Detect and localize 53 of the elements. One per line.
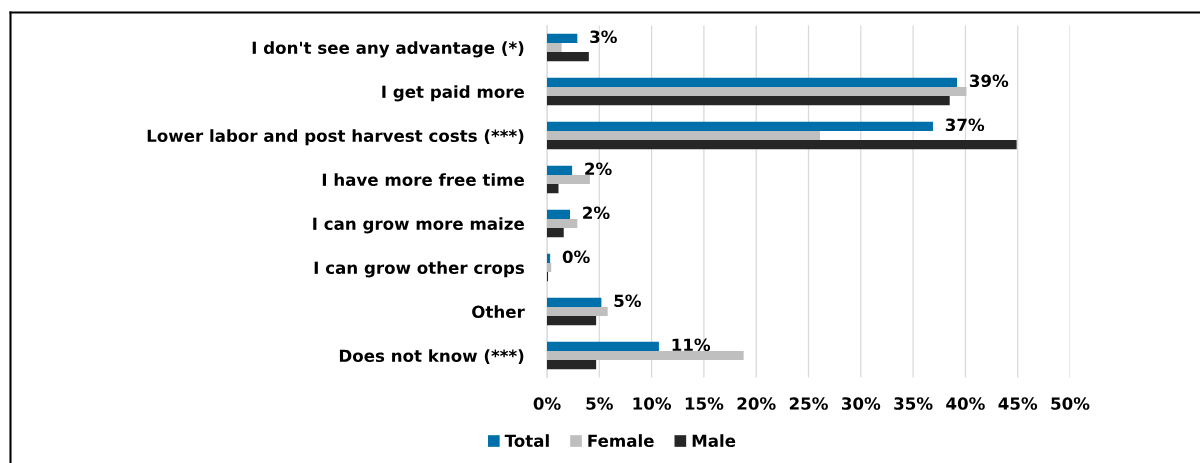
bar bbox=[547, 262, 552, 273]
data-label: 37% bbox=[945, 118, 985, 132]
legend-label: Total bbox=[504, 434, 549, 448]
bar bbox=[547, 341, 659, 351]
data-label: 3% bbox=[590, 30, 617, 44]
y-tick-label: I can grow more maize bbox=[313, 217, 524, 234]
legend-label: Female bbox=[588, 434, 654, 448]
y-tick-label: I can grow other crops bbox=[314, 261, 524, 278]
bar bbox=[547, 228, 564, 238]
x-tick-label: 40% bbox=[946, 397, 985, 410]
bar bbox=[547, 316, 597, 326]
bar bbox=[547, 96, 950, 106]
bar bbox=[547, 297, 602, 307]
bar bbox=[547, 77, 958, 87]
x-tick-label: 10% bbox=[633, 397, 672, 410]
bar bbox=[547, 165, 573, 175]
x-tick-label: 0% bbox=[533, 397, 561, 410]
data-label: 5% bbox=[614, 294, 641, 308]
x-tick-label: 20% bbox=[737, 397, 776, 410]
bar bbox=[547, 42, 562, 53]
y-tick-label: Lower labor and post harvest costs (***) bbox=[147, 129, 524, 146]
bar bbox=[547, 140, 1017, 150]
bar bbox=[547, 253, 551, 263]
x-tick-label: 30% bbox=[841, 397, 881, 410]
y-tick-label: Does not know (***) bbox=[339, 349, 524, 365]
bar bbox=[547, 184, 559, 194]
bar bbox=[547, 52, 589, 62]
data-label: 11% bbox=[672, 338, 711, 352]
x-tick-label: 35% bbox=[894, 397, 933, 410]
data-label: 2% bbox=[583, 206, 610, 220]
y-tick-label: I don't see any advantage (*) bbox=[252, 41, 524, 58]
x-tick-label: 25% bbox=[789, 397, 828, 410]
bar bbox=[547, 306, 608, 317]
x-tick-label: 5% bbox=[586, 397, 613, 410]
y-tick-label: I get paid more bbox=[382, 85, 524, 102]
bar bbox=[547, 218, 578, 229]
y-tick-label: I have more free time bbox=[322, 173, 524, 187]
bar bbox=[547, 121, 933, 131]
data-label: 2% bbox=[585, 162, 612, 176]
y-tick-label: Other bbox=[472, 305, 525, 319]
data-label: 0% bbox=[562, 250, 590, 264]
legend-label: Male bbox=[692, 434, 736, 448]
bar bbox=[547, 86, 967, 97]
bar bbox=[547, 209, 571, 219]
bar bbox=[547, 360, 597, 370]
bar bbox=[547, 350, 744, 361]
x-tick-label: 15% bbox=[685, 397, 724, 410]
bar bbox=[547, 33, 578, 43]
x-tick-label: 45% bbox=[998, 397, 1038, 410]
data-label: 39% bbox=[969, 74, 1009, 88]
bar bbox=[547, 130, 821, 141]
x-tick-label: 50% bbox=[1051, 397, 1090, 410]
bar bbox=[547, 174, 590, 185]
